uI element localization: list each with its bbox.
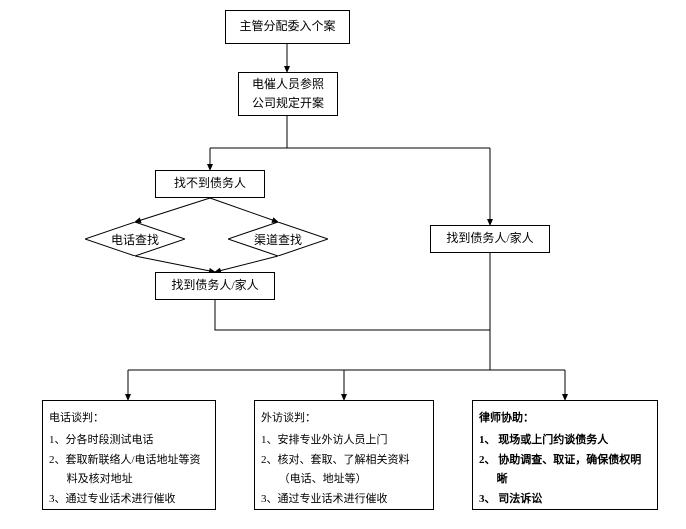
flow-node-n1: 主管分配委入个案 <box>225 10 350 44</box>
outcome-box-item: 1、分各时段测试电话 <box>49 431 209 451</box>
outcome-box-title: 电话谈判： <box>49 409 209 429</box>
outcome-box-item: 1、 现场或上门约谈债务人 <box>479 431 651 451</box>
outcome-box-item: 3、通过专业话术进行催收 <box>261 490 427 510</box>
flow-node-n3: 找不到债务人 <box>155 170 265 198</box>
outcome-box-item: 2、 协助调查、取证，确保债权明晰 <box>479 451 651 491</box>
outcome-box-item: 3、 司法诉讼 <box>479 490 651 510</box>
flow-node-label: 找到债务人/家人 <box>171 276 258 295</box>
flow-node-n4: 找到债务人/家人 <box>155 272 275 300</box>
outcome-box-item: 3、通过专业话术进行催收 <box>49 490 209 510</box>
flow-node-label: 找到债务人/家人 <box>446 229 533 248</box>
flow-node-label: 主管分配委入个案 <box>239 17 335 36</box>
flow-diamond-d2: 渠道查找 <box>228 222 328 256</box>
flow-diamond-label: 电话查找 <box>111 231 159 248</box>
outcome-box-item: 2、套取新联络人/电话地址等资料及核对地址 <box>49 451 209 491</box>
outcome-box-item: 1、安排专业外访人员上门 <box>261 431 427 451</box>
flow-node-n2: 电催人员参照 公司规定开案 <box>238 72 338 116</box>
flow-node-n5: 找到债务人/家人 <box>430 225 550 253</box>
flow-node-label: 找不到债务人 <box>174 174 246 193</box>
outcome-box-title: 外访谈判： <box>261 409 427 429</box>
outcome-box-title: 律师协助： <box>479 409 651 429</box>
outcome-box-b3: 律师协助：1、 现场或上门约谈债务人2、 协助调查、取证，确保债权明晰3、 司法… <box>472 400 658 510</box>
outcome-box-item: 2、核对、套取、了解相关资料（电话、地址等） <box>261 451 427 491</box>
flow-diamond-label: 渠道查找 <box>254 231 302 248</box>
flow-diamond-d1: 电话查找 <box>85 222 185 256</box>
flow-node-label: 电催人员参照 公司规定开案 <box>252 75 324 113</box>
outcome-box-b2: 外访谈判：1、安排专业外访人员上门2、核对、套取、了解相关资料（电话、地址等）3… <box>254 400 434 510</box>
outcome-box-b1: 电话谈判：1、分各时段测试电话2、套取新联络人/电话地址等资料及核对地址3、通过… <box>42 400 216 510</box>
